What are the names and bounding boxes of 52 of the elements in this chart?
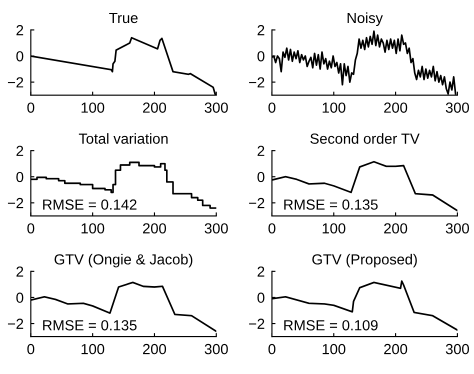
x-tick-label: 0: [27, 223, 34, 234]
x-tick-label: 0: [268, 102, 276, 113]
x-tick-label: 300: [446, 344, 470, 354]
y-tick-label: 2: [16, 25, 24, 36]
y-tick-label: 0: [257, 292, 264, 303]
y-tick-label: −2: [249, 198, 264, 208]
x-tick-label: 0: [27, 102, 34, 113]
x-tick-label: 300: [446, 223, 470, 234]
y-tick-label: 0: [16, 292, 24, 303]
x-tick-label: 100: [82, 344, 104, 354]
y-tick-label: 2: [258, 25, 264, 36]
y-tick-label: −2: [8, 198, 24, 208]
y-tick-label: −2: [8, 77, 24, 88]
x-tick-label: 300: [204, 344, 228, 354]
x-tick-label: 100: [82, 223, 104, 234]
annotation: RMSE = 0.135: [43, 320, 137, 330]
y-tick-label: 2: [258, 266, 264, 277]
chart-title: Total variation: [78, 133, 168, 144]
x-tick-label: 300: [204, 102, 228, 113]
y-tick-label: −2: [249, 318, 264, 329]
x-tick-label: 200: [384, 102, 408, 113]
chart-title: Noisy: [348, 12, 383, 26]
x-tick-label: 300: [446, 102, 470, 113]
chart-title: GTV (Ongie & Jacob): [54, 254, 192, 268]
x-tick-label: 0: [27, 344, 34, 354]
chart-title: Second order TV: [310, 133, 420, 144]
x-tick-label: 100: [322, 344, 346, 354]
x-tick-label: 200: [143, 344, 166, 354]
x-tick-label: 200: [143, 102, 166, 113]
x-tick-label: 100: [322, 102, 346, 113]
y-tick-label: 0: [16, 172, 24, 182]
chart-title: GTV (Proposed): [312, 254, 417, 268]
x-tick-label: 200: [384, 344, 408, 354]
y-tick-label: 0: [16, 51, 24, 62]
y-tick-label: −2: [8, 318, 24, 329]
y-tick-label: 2: [16, 266, 24, 277]
y-tick-label: 2: [16, 146, 24, 156]
chart-title: True: [109, 12, 138, 24]
y-tick-label: −2: [249, 77, 264, 88]
x-tick-label: 100: [82, 102, 104, 113]
y-tick-label: 0: [257, 51, 264, 62]
x-tick-label: 200: [143, 223, 166, 234]
x-tick-label: 0: [268, 344, 276, 354]
annotation: RMSE = 0.142: [43, 199, 136, 210]
annotation: RMSE = 0.135: [284, 199, 378, 210]
y-tick-label: 2: [258, 146, 264, 156]
x-tick-label: 100: [322, 223, 346, 234]
annotation: RMSE = 0.109: [284, 320, 378, 330]
x-tick-label: 0: [268, 223, 276, 234]
x-tick-label: 300: [204, 223, 228, 234]
y-tick-label: 0: [257, 172, 264, 182]
x-tick-label: 200: [384, 223, 408, 234]
